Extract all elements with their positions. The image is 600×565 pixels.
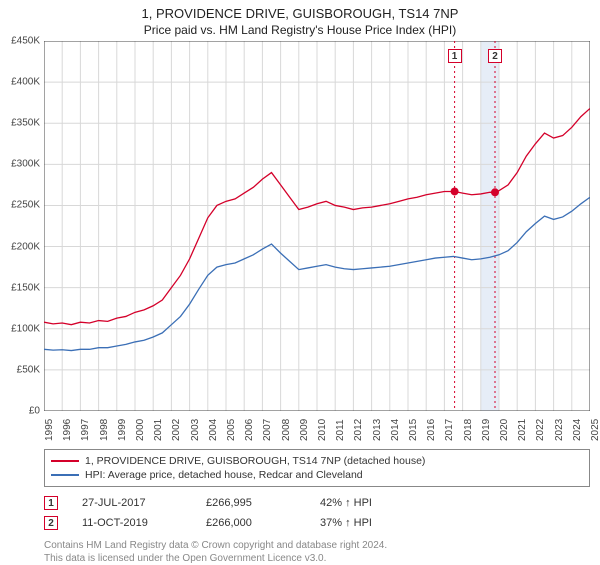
legend-label-2: HPI: Average price, detached house, Redc… xyxy=(85,469,363,481)
y-tick-label: £50K xyxy=(17,364,40,375)
y-tick-label: £200K xyxy=(11,241,40,252)
y-tick-label: £150K xyxy=(11,282,40,293)
sale-date: 11-OCT-2019 xyxy=(82,517,182,529)
x-tick-label: 2012 xyxy=(353,419,364,441)
sale-callout: 1 xyxy=(448,49,462,63)
x-tick-label: 2002 xyxy=(171,419,182,441)
x-tick-label: 2006 xyxy=(244,419,255,441)
sale-marker-box: 2 xyxy=(44,516,58,530)
chart-plot xyxy=(44,41,590,411)
y-tick-label: £450K xyxy=(11,36,40,47)
x-tick-label: 1998 xyxy=(99,419,110,441)
footnote-line-1: Contains HM Land Registry data © Crown c… xyxy=(44,539,590,552)
x-tick-label: 2016 xyxy=(426,419,437,441)
x-tick-label: 2017 xyxy=(444,419,455,441)
sale-delta: 42% ↑ HPI xyxy=(320,497,372,509)
sale-price: £266,000 xyxy=(206,517,296,529)
x-tick-label: 1999 xyxy=(117,419,128,441)
y-tick-label: £400K xyxy=(11,77,40,88)
x-tick-label: 2020 xyxy=(499,419,510,441)
y-tick-label: £0 xyxy=(29,406,40,417)
sale-date: 27-JUL-2017 xyxy=(82,497,182,509)
x-tick-label: 2021 xyxy=(517,419,528,441)
x-tick-label: 1995 xyxy=(44,419,55,441)
x-tick-label: 2018 xyxy=(463,419,474,441)
legend-label-1: 1, PROVIDENCE DRIVE, GUISBOROUGH, TS14 7… xyxy=(85,455,425,467)
x-tick-label: 2023 xyxy=(554,419,565,441)
sale-marker-box: 1 xyxy=(44,496,58,510)
sales-row: 1 27-JUL-2017 £266,995 42% ↑ HPI xyxy=(44,493,590,513)
sale-callout: 2 xyxy=(488,49,502,63)
legend-row-2: HPI: Average price, detached house, Redc… xyxy=(51,468,583,482)
y-tick-label: £250K xyxy=(11,200,40,211)
x-tick-label: 2014 xyxy=(390,419,401,441)
x-tick-label: 2015 xyxy=(408,419,419,441)
chart-subtitle: Price paid vs. HM Land Registry's House … xyxy=(0,21,600,41)
x-tick-label: 2024 xyxy=(572,419,583,441)
x-tick-label: 2001 xyxy=(153,419,164,441)
chart-title: 1, PROVIDENCE DRIVE, GUISBOROUGH, TS14 7… xyxy=(0,0,600,21)
x-tick-label: 2009 xyxy=(299,419,310,441)
x-tick-label: 2007 xyxy=(262,419,273,441)
sale-delta: 37% ↑ HPI xyxy=(320,517,372,529)
x-tick-label: 2010 xyxy=(317,419,328,441)
legend-swatch-1 xyxy=(51,460,79,462)
sale-price: £266,995 xyxy=(206,497,296,509)
x-tick-label: 2011 xyxy=(335,419,346,441)
sales-row: 2 11-OCT-2019 £266,000 37% ↑ HPI xyxy=(44,513,590,533)
y-tick-label: £100K xyxy=(11,323,40,334)
chart-area: £0£50K£100K£150K£200K£250K£300K£350K£400… xyxy=(44,41,590,411)
sales-table: 1 27-JUL-2017 £266,995 42% ↑ HPI 2 11-OCT-201… xyxy=(44,493,590,533)
x-tick-label: 1997 xyxy=(80,419,91,441)
chart-container: 1, PROVIDENCE DRIVE, GUISBOROUGH, TS14 7… xyxy=(0,0,600,560)
x-tick-label: 2005 xyxy=(226,419,237,441)
y-axis-labels: £0£50K£100K£150K£200K£250K£300K£350K£400… xyxy=(0,41,42,411)
x-tick-label: 2013 xyxy=(372,419,383,441)
x-tick-label: 2022 xyxy=(535,419,546,441)
x-tick-label: 2025 xyxy=(590,419,600,441)
x-tick-label: 2008 xyxy=(281,419,292,441)
y-tick-label: £350K xyxy=(11,118,40,129)
x-tick-label: 2000 xyxy=(135,419,146,441)
legend-row-1: 1, PROVIDENCE DRIVE, GUISBOROUGH, TS14 7… xyxy=(51,454,583,468)
x-axis-labels: 1995 1996 1997 1998 1999 2000 2001 2002 2003 2004… xyxy=(44,411,590,449)
y-tick-label: £300K xyxy=(11,159,40,170)
legend: 1, PROVIDENCE DRIVE, GUISBOROUGH, TS14 7… xyxy=(44,449,590,487)
x-tick-label: 2019 xyxy=(481,419,492,441)
x-tick-label: 2004 xyxy=(208,419,219,441)
legend-swatch-2 xyxy=(51,474,79,476)
x-tick-label: 1996 xyxy=(62,419,73,441)
footnote: Contains HM Land Registry data © Crown c… xyxy=(44,539,590,565)
x-tick-label: 2003 xyxy=(190,419,201,441)
footnote-line-2: This data is licensed under the Open Gov… xyxy=(44,552,590,565)
